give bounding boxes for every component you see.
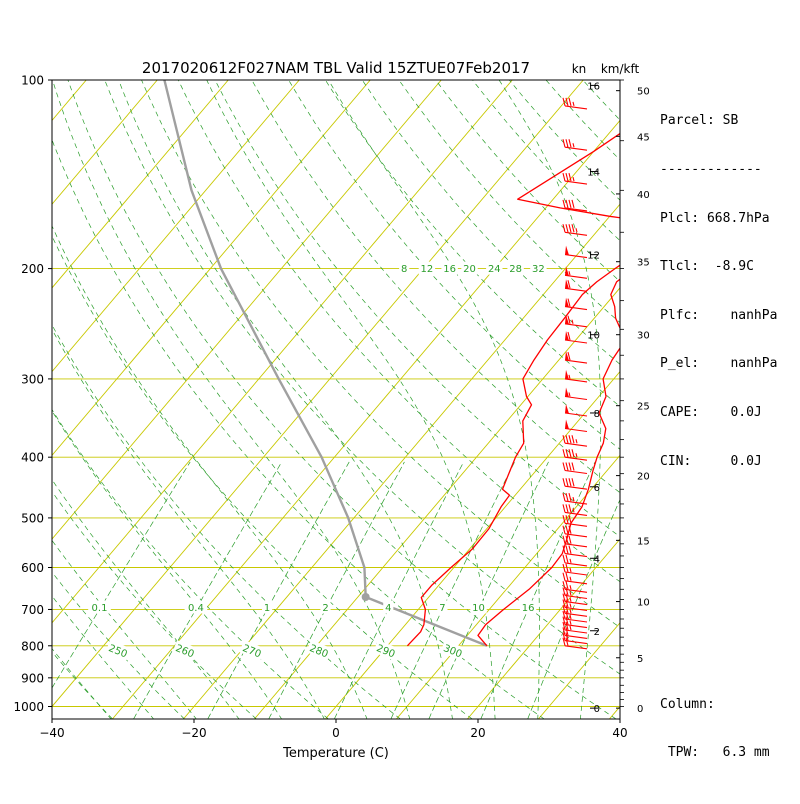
mixing-ratio-label: 16 xyxy=(522,603,535,614)
pressure-tick-label: 1000 xyxy=(13,700,44,714)
mixing-ratio-label: 0.1 xyxy=(92,603,108,614)
parcel-info-line: Tlcl: -8.9C xyxy=(660,259,777,275)
x-tick-label: −20 xyxy=(181,726,206,740)
parcel-info-line: Plcl: 668.7hPa xyxy=(660,211,777,227)
theta-e-label-group: 28 xyxy=(507,262,523,276)
mixing-ratio-label: 10 xyxy=(472,603,485,614)
height-km-label: 16 xyxy=(587,81,600,92)
height-km-label: 14 xyxy=(587,168,600,179)
height-kft-label: 10 xyxy=(637,598,650,609)
height-kft-label: 0 xyxy=(637,704,643,715)
theta-e-label: 32 xyxy=(532,264,545,275)
theta-e-label-group: 20 xyxy=(461,262,477,276)
pressure-tick-label: 600 xyxy=(21,561,44,575)
height-kft-label: 5 xyxy=(637,654,643,665)
theta-e-label: 8 xyxy=(401,264,407,275)
parcel-info-line xyxy=(660,502,777,518)
mixing-ratio-label: 7 xyxy=(439,603,445,614)
height-km-label: 6 xyxy=(594,483,600,494)
height-unit-label: km/kft xyxy=(601,62,640,76)
theta-e-label: 24 xyxy=(488,264,501,275)
parcel-info-line: CIN: 0.0J xyxy=(660,454,777,470)
theta-e-label: 16 xyxy=(443,264,456,275)
height-kft-label: 25 xyxy=(637,402,650,413)
height-km-label: 4 xyxy=(594,554,600,565)
mixing-ratio-label-group: 0.4 xyxy=(185,601,208,615)
x-tick-label: 40 xyxy=(612,726,627,740)
parcel-info-line: Column: xyxy=(660,697,777,713)
parcel-info-line: Parcel: SB xyxy=(660,113,777,129)
theta-e-label: 20 xyxy=(463,264,476,275)
parcel-info-line xyxy=(660,551,777,567)
mixing-ratio-label-group: 16 xyxy=(520,601,536,615)
height-kft-label: 40 xyxy=(637,190,650,201)
pressure-tick-label: 500 xyxy=(21,511,44,525)
pressure-tick-label: 100 xyxy=(21,74,44,88)
theta-e-label-group: 24 xyxy=(486,262,502,276)
mixing-ratio-label: 2 xyxy=(322,603,328,614)
parcel-info-line: CAPE: 0.0J xyxy=(660,405,777,421)
pressure-tick-label: 200 xyxy=(21,262,44,276)
mixing-ratio-label: 0.4 xyxy=(188,603,204,614)
mixing-ratio-label-group: 1 xyxy=(262,601,272,615)
parcel-info-line: Plfc: nanhPa xyxy=(660,308,777,324)
dry-adiabat-line xyxy=(0,80,41,719)
x-tick-label: −40 xyxy=(39,726,64,740)
mixing-ratio-label: 4 xyxy=(385,603,391,614)
mixing-ratio-label-group: 4 xyxy=(383,601,393,615)
height-km-label: 2 xyxy=(594,627,600,638)
mixing-ratio-label-group: 0.1 xyxy=(88,601,111,615)
pressure-tick-label: 700 xyxy=(21,603,44,617)
pressure-tick-label: 300 xyxy=(21,372,44,386)
parcel-info-line xyxy=(660,648,777,664)
parcel-info-panel: Parcel: SB ------------- Plcl: 668.7hPa … xyxy=(660,81,777,794)
parcel-info-line: P_el: nanhPa xyxy=(660,356,777,372)
theta-e-label: 12 xyxy=(421,264,434,275)
x-tick-label: 0 xyxy=(332,726,340,740)
mixing-ratio-label-group: 2 xyxy=(320,601,330,615)
mixing-ratio-label-group: 7 xyxy=(437,601,447,615)
x-tick-label: 20 xyxy=(470,726,485,740)
theta-e-label-group: 8 xyxy=(399,262,409,276)
height-kft-label: 50 xyxy=(637,87,650,98)
theta-e-label: 28 xyxy=(509,264,522,275)
mixing-ratio-label: 1 xyxy=(264,603,270,614)
height-km-label: 0 xyxy=(594,704,600,715)
theta-e-label-group: 16 xyxy=(441,262,457,276)
parcel-info-line xyxy=(660,599,777,615)
mixing-ratio-label-group: 10 xyxy=(470,601,486,615)
x-axis-title: Temperature (C) xyxy=(282,746,389,761)
height-kft-label: 20 xyxy=(637,472,650,483)
height-km-label: 10 xyxy=(587,331,600,342)
height-kft-label: 45 xyxy=(637,132,650,143)
pressure-tick-label: 400 xyxy=(21,451,44,465)
theta-e-label-group: 32 xyxy=(530,262,546,276)
theta-e-label-group: 12 xyxy=(419,262,435,276)
wind-unit-label: kn xyxy=(572,62,587,76)
pressure-tick-label: 900 xyxy=(21,671,44,685)
parcel-info-line: ------------- xyxy=(660,162,777,178)
pressure-tick-label: 800 xyxy=(21,639,44,653)
height-km-label: 8 xyxy=(594,409,600,420)
height-kft-label: 15 xyxy=(637,536,650,547)
chart-title: 2017020612F027NAM TBL Valid 15ZTUE07Feb2… xyxy=(142,59,530,77)
lcl-marker xyxy=(362,593,370,601)
isotherm-line xyxy=(0,80,15,719)
height-kft-label: 30 xyxy=(637,331,650,342)
parcel-info-line: TPW: 6.3 mm xyxy=(660,745,777,761)
height-km-label: 12 xyxy=(587,251,600,262)
height-kft-label: 35 xyxy=(637,258,650,269)
